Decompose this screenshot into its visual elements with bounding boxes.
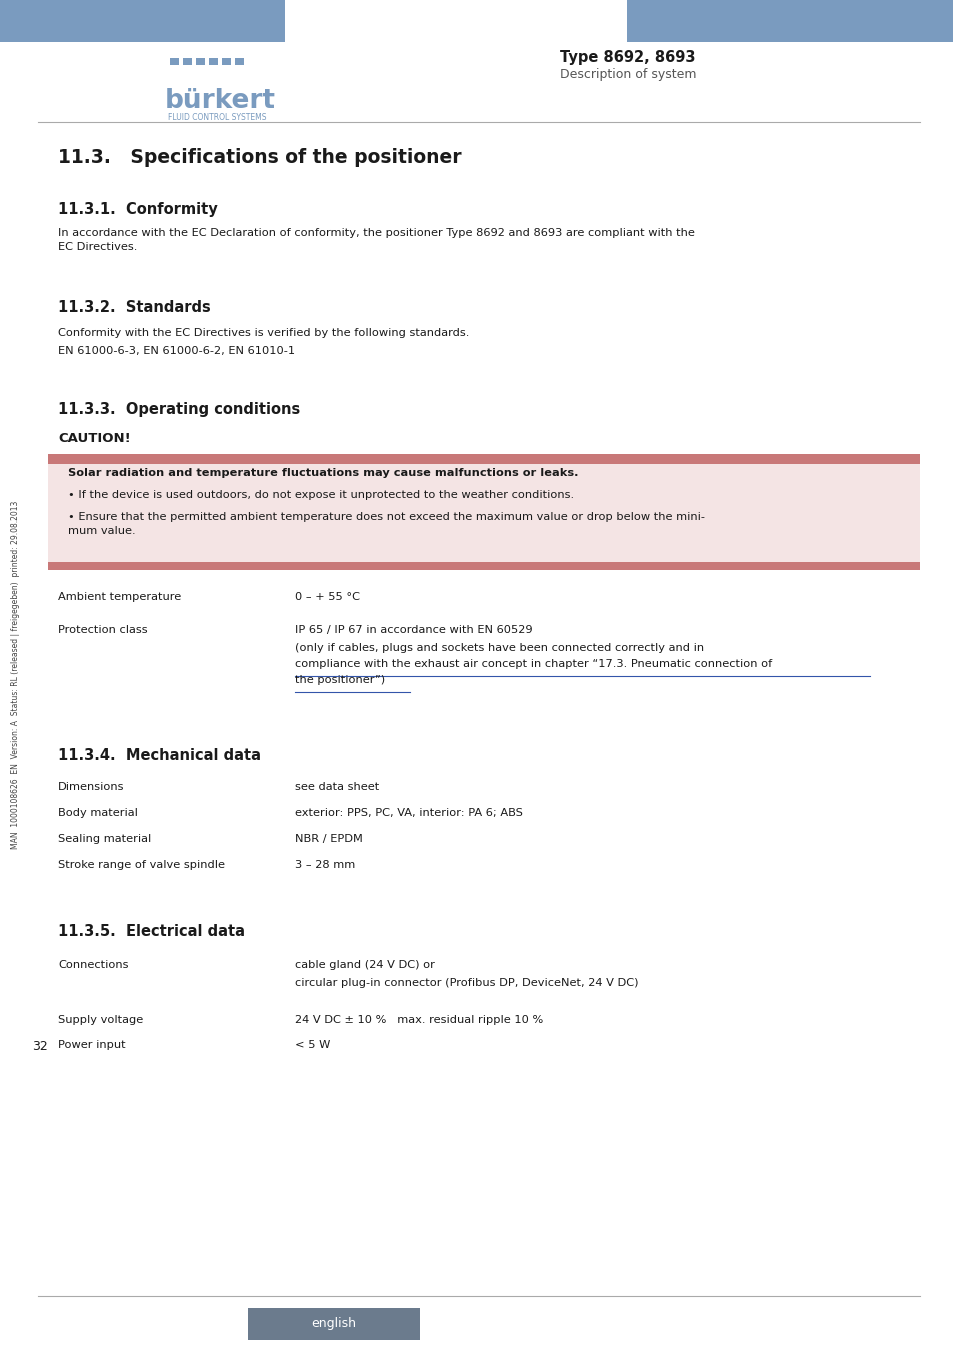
Text: Type 8692, 8693: Type 8692, 8693 <box>559 50 695 65</box>
Text: Body material: Body material <box>58 809 138 818</box>
Text: cable gland (24 V DC) or: cable gland (24 V DC) or <box>294 960 435 971</box>
Bar <box>48 464 919 562</box>
Text: 11.3.3.  Operating conditions: 11.3.3. Operating conditions <box>58 402 300 417</box>
Text: MAN  1000108626  EN  Version: A  Status: RL (released | freigegeben)  printed: 2: MAN 1000108626 EN Version: A Status: RL … <box>11 501 20 849</box>
Bar <box>234 58 244 65</box>
Text: 11.3.1.  Conformity: 11.3.1. Conformity <box>58 202 217 217</box>
Text: 11.3.4.  Mechanical data: 11.3.4. Mechanical data <box>58 748 261 763</box>
Text: Stroke range of valve spindle: Stroke range of valve spindle <box>58 860 225 869</box>
Text: bürkert: bürkert <box>165 88 275 113</box>
Text: 11.3.   Specifications of the positioner: 11.3. Specifications of the positioner <box>58 148 461 167</box>
Text: Sealing material: Sealing material <box>58 834 152 844</box>
Text: exterior: PPS, PC, VA, interior: PA 6; ABS: exterior: PPS, PC, VA, interior: PA 6; A… <box>294 809 522 818</box>
Bar <box>626 0 953 42</box>
Text: 11.3.5.  Electrical data: 11.3.5. Electrical data <box>58 923 245 940</box>
Text: • Ensure that the permitted ambient temperature does not exceed the maximum valu: • Ensure that the permitted ambient temp… <box>68 512 704 536</box>
Bar <box>209 58 218 65</box>
Text: FLUID CONTROL SYSTEMS: FLUID CONTROL SYSTEMS <box>168 113 266 122</box>
Bar <box>195 58 205 65</box>
Text: Supply voltage: Supply voltage <box>58 1015 143 1025</box>
Bar <box>222 58 231 65</box>
Bar <box>48 562 919 570</box>
Text: english: english <box>312 1318 356 1331</box>
Text: • If the device is used outdoors, do not expose it unprotected to the weather co: • If the device is used outdoors, do not… <box>68 490 574 500</box>
Text: the positioner”): the positioner”) <box>294 675 385 684</box>
Text: circular plug-in connector (Profibus DP, DeviceNet, 24 V DC): circular plug-in connector (Profibus DP,… <box>294 977 638 988</box>
Text: Ambient temperature: Ambient temperature <box>58 593 181 602</box>
Text: < 5 W: < 5 W <box>294 1040 330 1050</box>
Bar <box>0 0 285 42</box>
Text: Power input: Power input <box>58 1040 126 1050</box>
Text: Dimensions: Dimensions <box>58 782 125 792</box>
Text: EN 61000-6-3, EN 61000-6-2, EN 61010-1: EN 61000-6-3, EN 61000-6-2, EN 61010-1 <box>58 346 294 356</box>
Bar <box>48 454 919 464</box>
Text: NBR / EPDM: NBR / EPDM <box>294 834 362 844</box>
Text: 32: 32 <box>32 1040 48 1053</box>
Text: (only if cables, plugs and sockets have been connected correctly and in: (only if cables, plugs and sockets have … <box>294 643 703 653</box>
Text: see data sheet: see data sheet <box>294 782 379 792</box>
Text: Solar radiation and temperature fluctuations may cause malfunctions or leaks.: Solar radiation and temperature fluctuat… <box>68 468 578 478</box>
Bar <box>170 58 179 65</box>
Text: 0 – + 55 °C: 0 – + 55 °C <box>294 593 359 602</box>
Text: Protection class: Protection class <box>58 625 148 634</box>
Text: Connections: Connections <box>58 960 129 971</box>
Text: 24 V DC ± 10 %   max. residual ripple 10 %: 24 V DC ± 10 % max. residual ripple 10 % <box>294 1015 542 1025</box>
Text: compliance with the exhaust air concept in chapter “17.3. Pneumatic connection o: compliance with the exhaust air concept … <box>294 659 771 670</box>
Bar <box>183 58 192 65</box>
Text: In accordance with the EC Declaration of conformity, the positioner Type 8692 an: In accordance with the EC Declaration of… <box>58 228 694 252</box>
Text: Conformity with the EC Directives is verified by the following standards.: Conformity with the EC Directives is ver… <box>58 328 469 338</box>
Text: CAUTION!: CAUTION! <box>58 432 131 446</box>
Text: IP 65 / IP 67 in accordance with EN 60529: IP 65 / IP 67 in accordance with EN 6052… <box>294 625 532 634</box>
Text: Description of system: Description of system <box>559 68 696 81</box>
Text: 11.3.2.  Standards: 11.3.2. Standards <box>58 300 211 315</box>
Text: 3 – 28 mm: 3 – 28 mm <box>294 860 355 869</box>
FancyBboxPatch shape <box>248 1308 419 1341</box>
